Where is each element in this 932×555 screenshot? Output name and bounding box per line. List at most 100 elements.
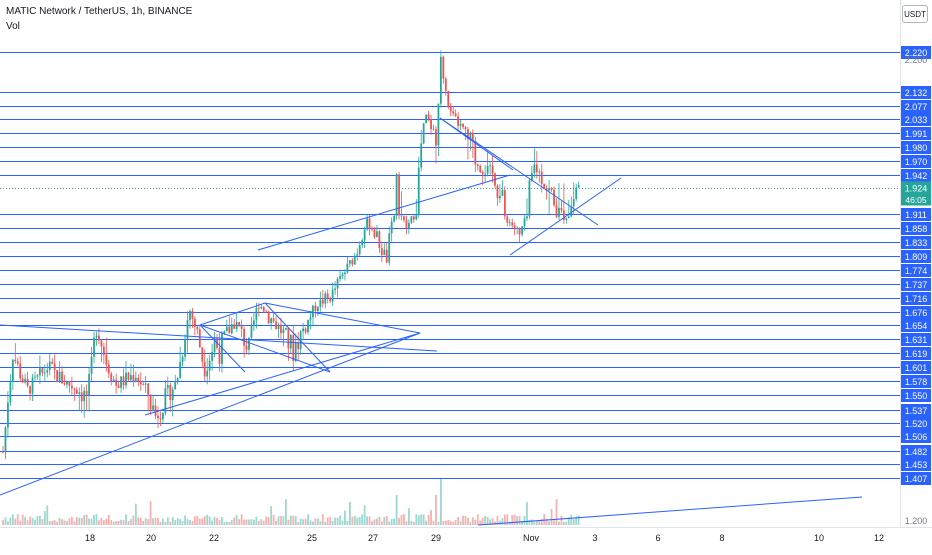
candle-body	[21, 378, 24, 383]
price-tag-label: 1.980	[905, 143, 928, 153]
candle-body	[16, 361, 19, 364]
candle-body	[380, 248, 383, 256]
candle-body	[98, 335, 100, 341]
price-tag-label: 2.077	[905, 102, 928, 112]
volume-bar	[169, 521, 172, 525]
volume-bar	[248, 519, 250, 525]
price-axis-tick: 1.200	[905, 516, 928, 526]
candle-body	[531, 173, 533, 181]
volume-bar	[380, 521, 383, 525]
volume-bar	[331, 520, 334, 525]
volume-bar	[435, 495, 437, 525]
volume-bar	[41, 519, 44, 525]
candle-body	[378, 231, 381, 249]
volume-bar	[348, 501, 351, 525]
time-axis-tick: 22	[209, 533, 219, 543]
trend-line	[0, 324, 438, 352]
candle-body	[533, 164, 536, 174]
candle-body	[550, 187, 553, 190]
volume-bar	[319, 521, 322, 525]
volume-bar	[70, 516, 73, 525]
price-tag-label: 1.520	[905, 419, 928, 429]
symbol-title: MATIC Network / TetherUS, 1h, BINANCE	[6, 6, 193, 17]
candle-body	[403, 216, 405, 221]
volume-bar	[24, 517, 27, 525]
trend-line	[144, 332, 421, 416]
volume-bar	[31, 518, 34, 525]
candle-body	[88, 373, 90, 396]
volume-bar	[575, 516, 578, 525]
volume-bar	[2, 520, 4, 525]
volume-bar	[63, 520, 66, 525]
volume-bar	[503, 514, 506, 525]
volume-bar	[395, 495, 398, 525]
volume-bar	[307, 514, 309, 525]
candle-body	[68, 381, 71, 386]
candle-body	[19, 363, 22, 379]
candle-body	[353, 255, 356, 265]
volume-bar	[449, 521, 452, 525]
volume-bar	[334, 517, 336, 525]
candle-body	[496, 185, 499, 199]
candle-body	[105, 354, 108, 365]
price-tag-label: 2.033	[905, 115, 928, 125]
volume-bar	[144, 518, 147, 525]
currency-button[interactable]: USDT	[902, 5, 928, 23]
volume-bar	[115, 521, 118, 525]
candle-body	[115, 379, 118, 386]
candle-body	[526, 216, 528, 219]
candle-body	[110, 373, 113, 382]
trend-line	[439, 117, 599, 226]
candle-body	[292, 335, 295, 362]
candle-body	[405, 220, 408, 228]
volume-bar	[73, 521, 76, 525]
candle-body	[521, 226, 523, 235]
candle-body	[186, 320, 189, 339]
volume-bar	[213, 516, 216, 525]
volume-bar	[577, 515, 580, 525]
candle-body	[385, 249, 388, 263]
candle-body	[130, 375, 132, 380]
volume-bar	[265, 516, 268, 525]
price-tag	[901, 264, 931, 277]
volume-bar	[464, 515, 467, 525]
candle-body	[572, 199, 575, 207]
volume-bar	[75, 517, 78, 525]
price-tag-label: 1.970	[905, 157, 928, 167]
time-axis-tick: 3	[592, 533, 597, 543]
price-tag	[901, 46, 931, 59]
volume-bar	[95, 514, 98, 525]
candle-body	[225, 326, 228, 332]
volume-bar	[486, 516, 489, 525]
price-tag	[901, 208, 931, 221]
candle-body	[577, 185, 580, 188]
volume-bar	[385, 516, 388, 525]
candle-body	[179, 361, 182, 378]
candle-body	[39, 368, 41, 376]
price-tag-label: 1.942	[905, 171, 928, 181]
candle-body	[233, 324, 236, 329]
price-tag-label: 1.737	[905, 280, 928, 290]
volume-bar	[186, 519, 189, 525]
volume-bar	[538, 520, 541, 525]
price-tag	[901, 472, 931, 485]
candle-body	[558, 207, 560, 217]
volume-bar	[240, 514, 243, 525]
volume-bar	[11, 514, 14, 525]
volume-bar	[243, 519, 245, 525]
candle-body	[95, 335, 98, 338]
candle-body	[193, 318, 196, 327]
volume-bar	[572, 519, 575, 525]
candle-body	[346, 263, 349, 273]
volume-bar	[567, 517, 570, 525]
candle-body	[513, 225, 516, 228]
volume-bar	[85, 514, 88, 525]
volume-bar	[344, 510, 346, 525]
candle-body	[408, 222, 410, 228]
volume-bar	[260, 519, 263, 525]
candle-body	[312, 305, 314, 318]
candle-body	[432, 129, 435, 130]
price-tag-label: 1.631	[905, 335, 928, 345]
